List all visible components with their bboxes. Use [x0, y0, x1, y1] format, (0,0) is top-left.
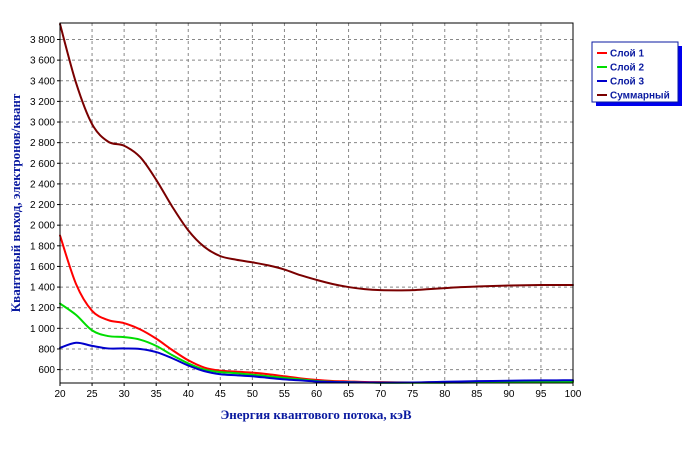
x-tick-label: 65: [343, 389, 355, 400]
x-tick-label: 55: [279, 389, 291, 400]
x-tick-label: 70: [375, 389, 387, 400]
y-tick-label: 2 200: [30, 200, 55, 211]
y-tick-label: 1 400: [30, 283, 55, 294]
y-tick-label: 2 000: [30, 221, 55, 232]
legend-label-layer-2: Слой 2: [610, 63, 644, 74]
x-tick-label: 100: [565, 389, 582, 400]
x-tick-label: 40: [183, 389, 195, 400]
legend-items: Слой 1 Слой 2 Слой 3 Суммарный: [597, 49, 670, 102]
x-tick-label: 75: [407, 389, 419, 400]
x-tick-label: 50: [247, 389, 259, 400]
y-tick-label: 800: [38, 344, 55, 355]
y-tick-label: 1 800: [30, 241, 55, 252]
y-tick-label: 3 800: [30, 35, 55, 46]
y-axis-title: Квантовый выход, электронов/квант: [8, 93, 23, 312]
grid-layer: [60, 23, 573, 383]
x-axis-title: Энергия квантового потока, кэВ: [220, 407, 411, 422]
x-tick-label: 80: [439, 389, 451, 400]
legend-label-layer-1: Слой 1: [610, 49, 644, 60]
y-tick-label: 2 400: [30, 179, 55, 190]
y-tick-label: 1 000: [30, 324, 55, 335]
y-tick-label: 600: [38, 365, 55, 376]
x-tick-label: 45: [215, 389, 227, 400]
y-tick-label: 3 600: [30, 56, 55, 67]
x-tick-label: 95: [535, 389, 547, 400]
x-tick-label: 20: [54, 389, 66, 400]
x-tick-label: 25: [87, 389, 99, 400]
y-tick-label: 3 200: [30, 97, 55, 108]
series-line-layer-3: [59, 341, 574, 384]
series-line-total: [59, 23, 574, 292]
legend-label-layer-3: Слой 3: [610, 77, 644, 88]
y-tick-label: 1 600: [30, 262, 55, 273]
legend-label-total: Суммарный: [610, 91, 670, 102]
x-tick-label: 30: [119, 389, 131, 400]
y-tick-label: 2 800: [30, 138, 55, 149]
y-tick-label: 3 000: [30, 118, 55, 129]
x-tick-label: 35: [151, 389, 163, 400]
y-tick-label: 1 200: [30, 303, 55, 314]
series-layer: [59, 23, 574, 384]
x-tick-label: 60: [311, 389, 323, 400]
x-tick-label: 85: [471, 389, 483, 400]
tick-layer: 20 25 30 35 40 45 50 55 60 65 70 75 80 85 90 95 100 600 80…: [30, 35, 582, 400]
legend: Слой 1 Слой 2 Слой 3 Суммарный: [591, 41, 682, 106]
y-tick-label: 2 600: [30, 159, 55, 170]
x-tick-label: 90: [503, 389, 515, 400]
y-tick-label: 3 400: [30, 76, 55, 87]
